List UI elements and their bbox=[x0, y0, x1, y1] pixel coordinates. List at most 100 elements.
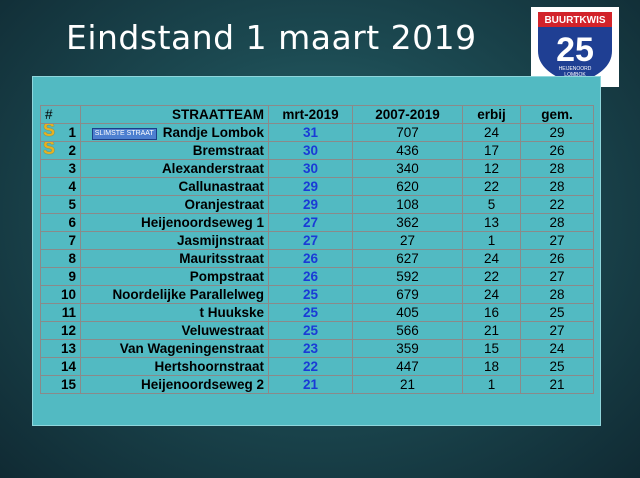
total-score-cell: 362 bbox=[352, 213, 463, 232]
mrt-score-cell: 29 bbox=[268, 177, 353, 196]
rank-value: 7 bbox=[68, 233, 76, 248]
team-name: Randje Lombok bbox=[162, 125, 264, 140]
average-cell: 25 bbox=[520, 357, 594, 376]
team-name: Van Wageningenstraat bbox=[119, 341, 264, 356]
erbij-cell: 13 bbox=[462, 213, 521, 232]
erbij-cell: 15 bbox=[462, 339, 521, 358]
table-row: 10 Noordelijke Parallelweg 25 679 24 28 bbox=[40, 285, 594, 304]
table-row: 7 Jasmijnstraat 27 27 1 27 bbox=[40, 231, 594, 250]
total-score-cell: 27 bbox=[352, 231, 463, 250]
header-gem: gem. bbox=[520, 105, 594, 124]
team-name: Veluwestraat bbox=[181, 323, 264, 338]
page-title: Eindstand 1 maart 2019 bbox=[66, 18, 477, 57]
team-cell: Hertshoornstraat bbox=[80, 357, 269, 376]
rank-value: 6 bbox=[68, 215, 76, 230]
average-cell: 25 bbox=[520, 303, 594, 322]
mrt-score-cell: 26 bbox=[268, 267, 353, 286]
table-row: 4 Callunastraat 29 620 22 28 bbox=[40, 177, 594, 196]
average-cell: 26 bbox=[520, 141, 594, 160]
erbij-cell: 21 bbox=[462, 321, 521, 340]
erbij-cell: 18 bbox=[462, 357, 521, 376]
mrt-score-cell: 30 bbox=[268, 159, 353, 178]
erbij-cell: 22 bbox=[462, 177, 521, 196]
header-team: STRAATTEAM bbox=[80, 105, 269, 124]
total-score-cell: 359 bbox=[352, 339, 463, 358]
table-row: 9 Pompstraat 26 592 22 27 bbox=[40, 267, 594, 286]
rank-cell: 12 bbox=[40, 321, 81, 340]
rank-cell: 13 bbox=[40, 339, 81, 358]
team-name: Hertshoornstraat bbox=[154, 359, 264, 374]
total-score-cell: 707 bbox=[352, 123, 463, 142]
logo-number: 25 bbox=[556, 31, 594, 69]
standings-panel: # STRAATTEAM mrt-2019 2007-2019 erbij ge… bbox=[32, 76, 601, 426]
team-cell: Heijenoordseweg 2 bbox=[80, 375, 269, 394]
rank-value: 5 bbox=[68, 197, 76, 212]
mrt-score-cell: 22 bbox=[268, 357, 353, 376]
rank-value: 1 bbox=[68, 125, 76, 140]
average-cell: 27 bbox=[520, 321, 594, 340]
team-cell: Veluwestraat bbox=[80, 321, 269, 340]
total-score-cell: 620 bbox=[352, 177, 463, 196]
team-cell: Bremstraat bbox=[80, 141, 269, 160]
rank-cell: 14 bbox=[40, 357, 81, 376]
mrt-score-cell: 27 bbox=[268, 231, 353, 250]
rank-value: 2 bbox=[68, 143, 76, 158]
rank-cell: 6 bbox=[40, 213, 81, 232]
average-cell: 28 bbox=[520, 285, 594, 304]
rank-value: 4 bbox=[68, 179, 76, 194]
logo-top-text: BUURTKWIS bbox=[544, 15, 605, 26]
table-row: 11 t Huukske 25 405 16 25 bbox=[40, 303, 594, 322]
rank-cell: 9 bbox=[40, 267, 81, 286]
average-cell: 26 bbox=[520, 249, 594, 268]
rank-cell: 7 bbox=[40, 231, 81, 250]
average-cell: 29 bbox=[520, 123, 594, 142]
erbij-cell: 5 bbox=[462, 195, 521, 214]
interstate-shield-icon: BUURTKWIS 25 HEIJENOORD LOMBOK bbox=[536, 10, 614, 87]
table-row: 12 Veluwestraat 25 566 21 27 bbox=[40, 321, 594, 340]
mrt-score-cell: 27 bbox=[268, 213, 353, 232]
average-cell: 21 bbox=[520, 375, 594, 394]
table-row: S 2 Bremstraat 30 436 17 26 bbox=[40, 141, 594, 160]
table-row: 15 Heijenoordseweg 2 21 21 1 21 bbox=[40, 375, 594, 394]
team-cell: SLIMSTE STRAAT Randje Lombok bbox=[80, 123, 269, 142]
team-name: Alexanderstraat bbox=[161, 161, 264, 176]
rank-value: 3 bbox=[68, 161, 76, 176]
mrt-score-cell: 23 bbox=[268, 339, 353, 358]
team-name: t Huukske bbox=[199, 305, 264, 320]
team-name: Callunastraat bbox=[178, 179, 264, 194]
erbij-cell: 24 bbox=[462, 123, 521, 142]
erbij-cell: 16 bbox=[462, 303, 521, 322]
table-row: S 1 SLIMSTE STRAAT Randje Lombok 31 707 24 29 bbox=[40, 123, 594, 142]
header-erbij: erbij bbox=[462, 105, 521, 124]
erbij-cell: 1 bbox=[462, 375, 521, 394]
total-score-cell: 592 bbox=[352, 267, 463, 286]
total-score-cell: 21 bbox=[352, 375, 463, 394]
table-row: 3 Alexanderstraat 30 340 12 28 bbox=[40, 159, 594, 178]
total-score-cell: 447 bbox=[352, 357, 463, 376]
average-cell: 28 bbox=[520, 213, 594, 232]
total-score-cell: 108 bbox=[352, 195, 463, 214]
rank-cell: 4 bbox=[40, 177, 81, 196]
mrt-score-cell: 30 bbox=[268, 141, 353, 160]
team-name: Noordelijke Parallelweg bbox=[112, 287, 264, 302]
table-row: 5 Oranjestraat 29 108 5 22 bbox=[40, 195, 594, 214]
erbij-cell: 17 bbox=[462, 141, 521, 160]
mrt-score-cell: 26 bbox=[268, 249, 353, 268]
team-name: Pompstraat bbox=[189, 269, 264, 284]
total-score-cell: 566 bbox=[352, 321, 463, 340]
mrt-score-cell: 29 bbox=[268, 195, 353, 214]
mrt-score-cell: 31 bbox=[268, 123, 353, 142]
rank-cell: 3 bbox=[40, 159, 81, 178]
total-score-cell: 405 bbox=[352, 303, 463, 322]
rank-value: 10 bbox=[60, 287, 76, 302]
rank-value: 11 bbox=[61, 305, 76, 320]
team-cell: Van Wageningenstraat bbox=[80, 339, 269, 358]
logo-bottom-line1: HEIJENOORD bbox=[559, 66, 592, 72]
team-cell: t Huukske bbox=[80, 303, 269, 322]
table-row: 13 Van Wageningenstraat 23 359 15 24 bbox=[40, 339, 594, 358]
average-cell: 24 bbox=[520, 339, 594, 358]
header-rank: # bbox=[40, 105, 81, 124]
team-name: Oranjestraat bbox=[184, 197, 264, 212]
